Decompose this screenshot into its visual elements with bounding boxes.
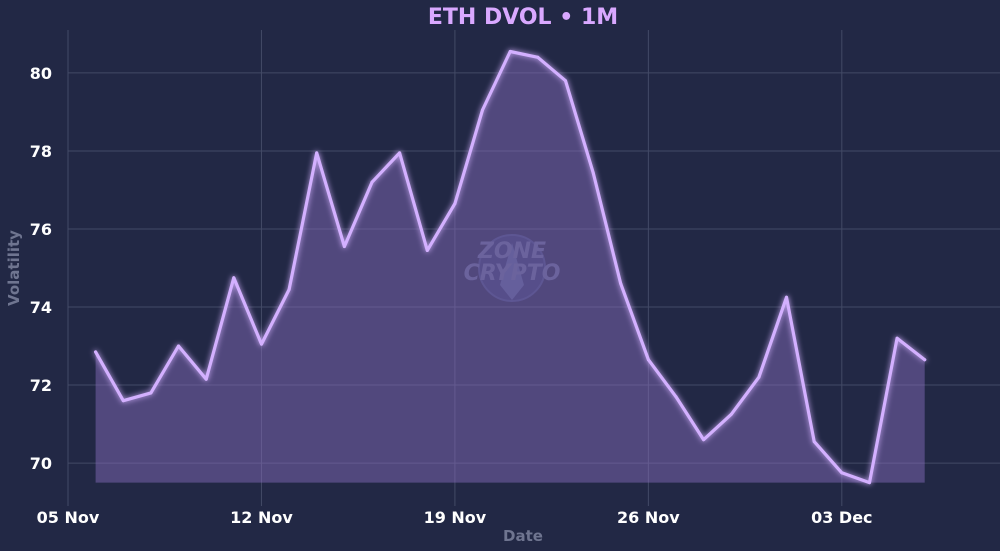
y-tick-label: 72 <box>30 376 52 395</box>
data-point <box>370 180 374 184</box>
watermark-logo: ZONE CRYPTO <box>464 234 561 302</box>
data-point <box>867 481 871 485</box>
data-point <box>149 391 153 395</box>
data-point <box>287 287 291 291</box>
data-point <box>425 248 429 252</box>
y-axis-label: Volatility <box>5 230 23 306</box>
data-point <box>591 170 595 174</box>
data-point <box>232 276 236 280</box>
points-layer <box>94 49 927 485</box>
data-point <box>121 399 125 403</box>
watermark-text-crypto: CRYPTO <box>464 261 561 286</box>
data-point <box>619 282 623 286</box>
data-point <box>812 440 816 444</box>
data-point <box>398 151 402 155</box>
data-point <box>508 49 512 53</box>
chart-title: ETH DVOL • 1M <box>428 5 618 30</box>
x-tick-label: 12 Nov <box>230 508 293 527</box>
watermark-text-zone: ZONE <box>477 239 546 264</box>
data-point <box>315 151 319 155</box>
y-tick-label: 74 <box>30 298 52 317</box>
y-tick-label: 76 <box>30 220 52 239</box>
watermark-globe <box>478 234 546 302</box>
data-point <box>785 295 789 299</box>
area-layer <box>95 51 925 483</box>
x-tick-label: 26 Nov <box>617 508 680 527</box>
data-point <box>94 350 98 354</box>
y-tick-label: 78 <box>30 142 52 161</box>
data-point <box>536 55 540 59</box>
y-tick-label: 80 <box>30 64 52 83</box>
series-area <box>95 51 925 483</box>
data-point <box>840 471 844 475</box>
data-point <box>259 342 263 346</box>
grid-layer <box>67 30 1000 506</box>
data-point <box>342 245 346 249</box>
ticks-layer: 70 72 74 76 78 80 05 Nov 12 Nov 19 Nov 26 Nov 03 D… <box>30 64 873 527</box>
x-tick-label: 19 Nov <box>424 508 487 527</box>
watermark-arrow-icon <box>500 243 524 300</box>
data-point <box>563 79 567 83</box>
data-point <box>204 377 208 381</box>
data-point <box>646 358 650 362</box>
x-tick-label: 03 Dec <box>811 508 872 527</box>
data-point <box>481 108 485 112</box>
x-tick-label: 05 Nov <box>37 508 100 527</box>
data-point <box>757 375 761 379</box>
data-point <box>729 412 733 416</box>
data-point <box>923 358 927 362</box>
data-point <box>895 336 899 340</box>
y-tick-label: 70 <box>30 454 52 473</box>
data-point <box>453 202 457 206</box>
data-point <box>702 438 706 442</box>
data-point <box>177 344 181 348</box>
data-point <box>674 395 678 399</box>
x-axis-label: Date <box>503 527 543 545</box>
